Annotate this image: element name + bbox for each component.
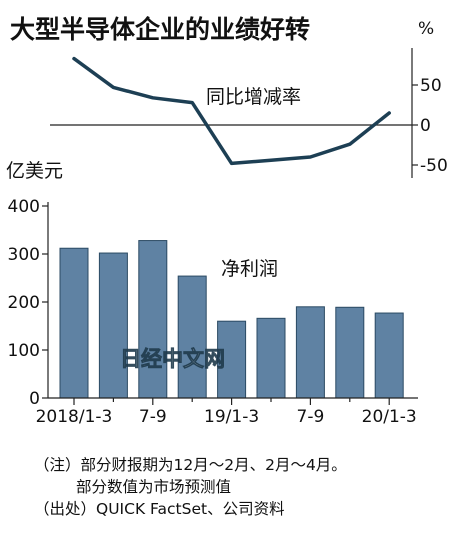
bar-y-tick-label: 200 bbox=[8, 293, 40, 313]
note-line-2: 部分数值为市场预测值 bbox=[76, 478, 232, 496]
line-point bbox=[230, 162, 233, 165]
line-point bbox=[348, 143, 351, 146]
note-line-1: （注）部分财报期为12月～2月、2月～4月。 bbox=[34, 456, 347, 474]
chart-title: 大型半导体企业的业绩好转 bbox=[10, 15, 310, 44]
line-y-tick-label: 50 bbox=[420, 76, 442, 96]
bar bbox=[295, 306, 325, 399]
bar bbox=[98, 252, 128, 399]
bar-series-label: 净利润 bbox=[221, 258, 278, 280]
bar-y-tick-label: 0 bbox=[29, 389, 40, 409]
bar-x-tick-label: 19/1-3 bbox=[204, 407, 259, 427]
line-unit-label: % bbox=[418, 19, 434, 39]
line-point bbox=[151, 96, 154, 100]
bar-x-tick-label: 7-9 bbox=[139, 407, 167, 427]
line-y-tick-label: 0 bbox=[420, 116, 431, 136]
bar bbox=[256, 317, 286, 399]
bar-x-tick-label: 2018/1-3 bbox=[36, 407, 113, 427]
bar-y-tick-label: 300 bbox=[8, 245, 40, 265]
watermark: 日经中文网 bbox=[120, 347, 225, 371]
bar-chart: 0 100 200 300 400 2018/1-3 7-9 19/1-3 7-9 20/1-3 bbox=[8, 197, 418, 427]
bar bbox=[335, 306, 365, 399]
bar bbox=[59, 247, 89, 399]
bar-x-tick-label: 7-9 bbox=[297, 407, 325, 427]
line-point bbox=[112, 86, 115, 89]
line-y-tick-label: -50 bbox=[420, 156, 448, 176]
bar bbox=[138, 240, 168, 399]
bar-x-tick-label: 20/1-3 bbox=[362, 407, 417, 427]
bar bbox=[374, 312, 404, 399]
line-point bbox=[309, 155, 312, 159]
line-point bbox=[72, 57, 76, 60]
line-point bbox=[269, 159, 273, 162]
bar bbox=[217, 320, 247, 399]
bar bbox=[177, 275, 207, 399]
bar-y-tick-label: 400 bbox=[8, 197, 40, 217]
line-point bbox=[388, 111, 391, 115]
footnotes: （注）部分财报期为12月～2月、2月～4月。 部分数值为市场预测值 （出处）QU… bbox=[34, 454, 347, 520]
line-chart: 50 0 -50 bbox=[50, 48, 448, 178]
bar-y-axis-unit: 亿美元 bbox=[6, 160, 63, 182]
note-source: （出处）QUICK FactSet、公司资料 bbox=[34, 500, 285, 518]
bar-y-tick-label: 100 bbox=[8, 341, 40, 361]
line-series-label: 同比增减率 bbox=[206, 86, 301, 108]
line-series-path bbox=[72, 56, 391, 166]
line-point bbox=[191, 101, 194, 104]
